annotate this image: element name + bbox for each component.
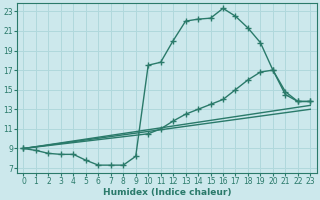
X-axis label: Humidex (Indice chaleur): Humidex (Indice chaleur) [103, 188, 231, 197]
